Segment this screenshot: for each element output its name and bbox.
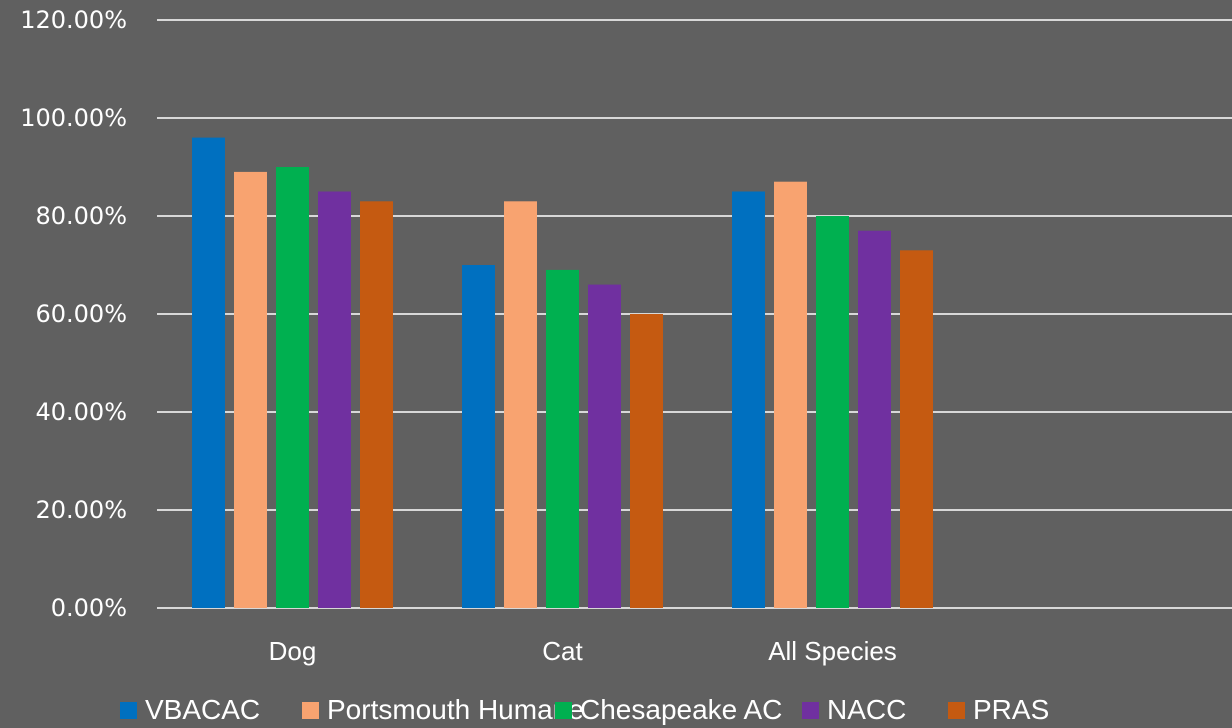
legend-label: VBACAC bbox=[145, 694, 260, 725]
y-tick-label: 100.00% bbox=[20, 104, 127, 132]
bar-vbacac-dog bbox=[192, 137, 225, 608]
bar-pras-all-species bbox=[900, 250, 933, 609]
y-axis-tick-labels: 0.00% 20.00% 40.00% 60.00% 80.00% 100.00% 120.… bbox=[20, 6, 127, 622]
legend-swatch bbox=[120, 702, 137, 719]
bar-pras-cat bbox=[630, 314, 663, 608]
bar-chesapeake-ac-cat bbox=[546, 269, 579, 608]
bar-portsmouth-humane-all-species bbox=[774, 181, 807, 608]
bar-portsmouth-humane-dog bbox=[234, 171, 267, 608]
x-category-label: All Species bbox=[768, 636, 897, 666]
legend-label: NACC bbox=[827, 694, 906, 725]
bar-vbacac-all-species bbox=[732, 191, 765, 608]
legend-label: PRAS bbox=[973, 694, 1049, 725]
y-tick-label: 40.00% bbox=[35, 398, 127, 426]
bar-portsmouth-humane-cat bbox=[504, 201, 537, 609]
legend-label: Chesapeake AC bbox=[580, 694, 782, 725]
y-tick-label: 60.00% bbox=[35, 300, 127, 328]
x-category-label: Cat bbox=[542, 636, 583, 666]
x-category-label: Dog bbox=[269, 636, 317, 666]
bar-nacc-cat bbox=[588, 284, 621, 608]
bar-chesapeake-ac-all-species bbox=[816, 216, 849, 608]
legend-label: Portsmouth Humane bbox=[327, 694, 584, 725]
bar-nacc-all-species bbox=[858, 230, 891, 608]
bar-vbacac-cat bbox=[462, 265, 495, 608]
legend-swatch bbox=[555, 702, 572, 719]
bar-nacc-dog bbox=[318, 191, 351, 608]
y-tick-label: 80.00% bbox=[35, 202, 127, 230]
bars bbox=[192, 137, 933, 609]
y-tick-label: 20.00% bbox=[35, 496, 127, 524]
bar-pras-dog bbox=[360, 201, 393, 609]
legend-swatch bbox=[948, 702, 965, 719]
legend-swatch bbox=[802, 702, 819, 719]
y-tick-label: 120.00% bbox=[20, 6, 127, 34]
bar-chesapeake-ac-dog bbox=[276, 167, 309, 608]
x-axis-category-labels: Dog Cat All Species bbox=[269, 636, 897, 666]
legend-swatch bbox=[302, 702, 319, 719]
y-tick-label: 0.00% bbox=[51, 594, 127, 622]
